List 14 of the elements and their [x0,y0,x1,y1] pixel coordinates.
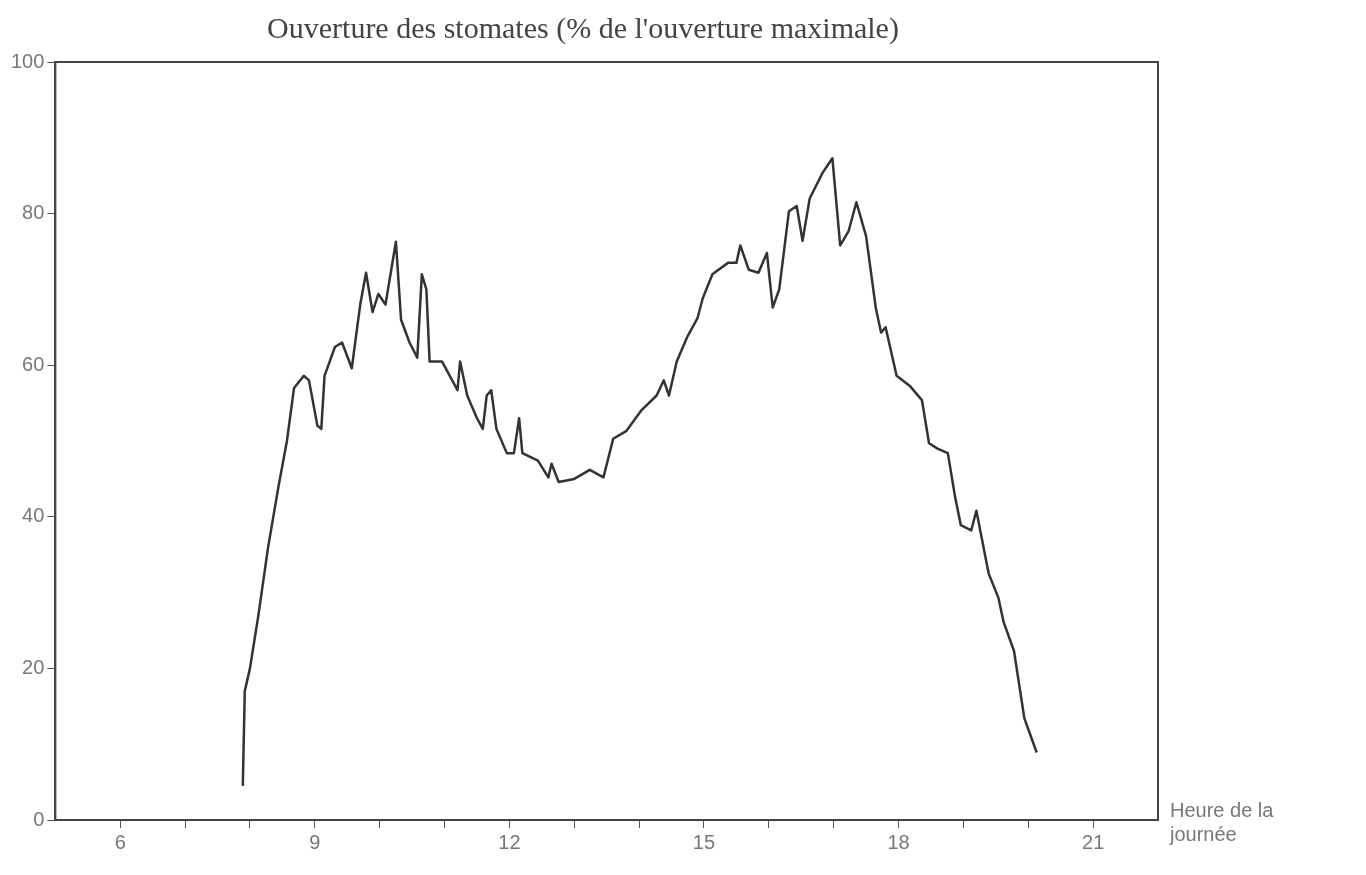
y-tick-label: 80 [22,201,45,224]
y-tick-label: 20 [22,655,45,678]
y-tick-label: 0 [33,807,45,830]
x-tick-label: 15 [692,830,716,853]
x-tick-label: 18 [887,830,910,853]
x-tick-label: 6 [114,830,126,853]
chart-title: Ouverture des stomates (% de l'ouverture maximale) [267,10,899,45]
x-tick-label: 9 [309,830,321,853]
y-tick-label: 40 [22,504,45,527]
x-tick-label: 21 [1082,830,1105,853]
y-tick-label: 60 [22,352,45,375]
x-tick-label: 12 [498,830,521,853]
y-tick-label: 100 [10,49,45,72]
x-axis-title: Heure de la journée [1170,798,1275,846]
